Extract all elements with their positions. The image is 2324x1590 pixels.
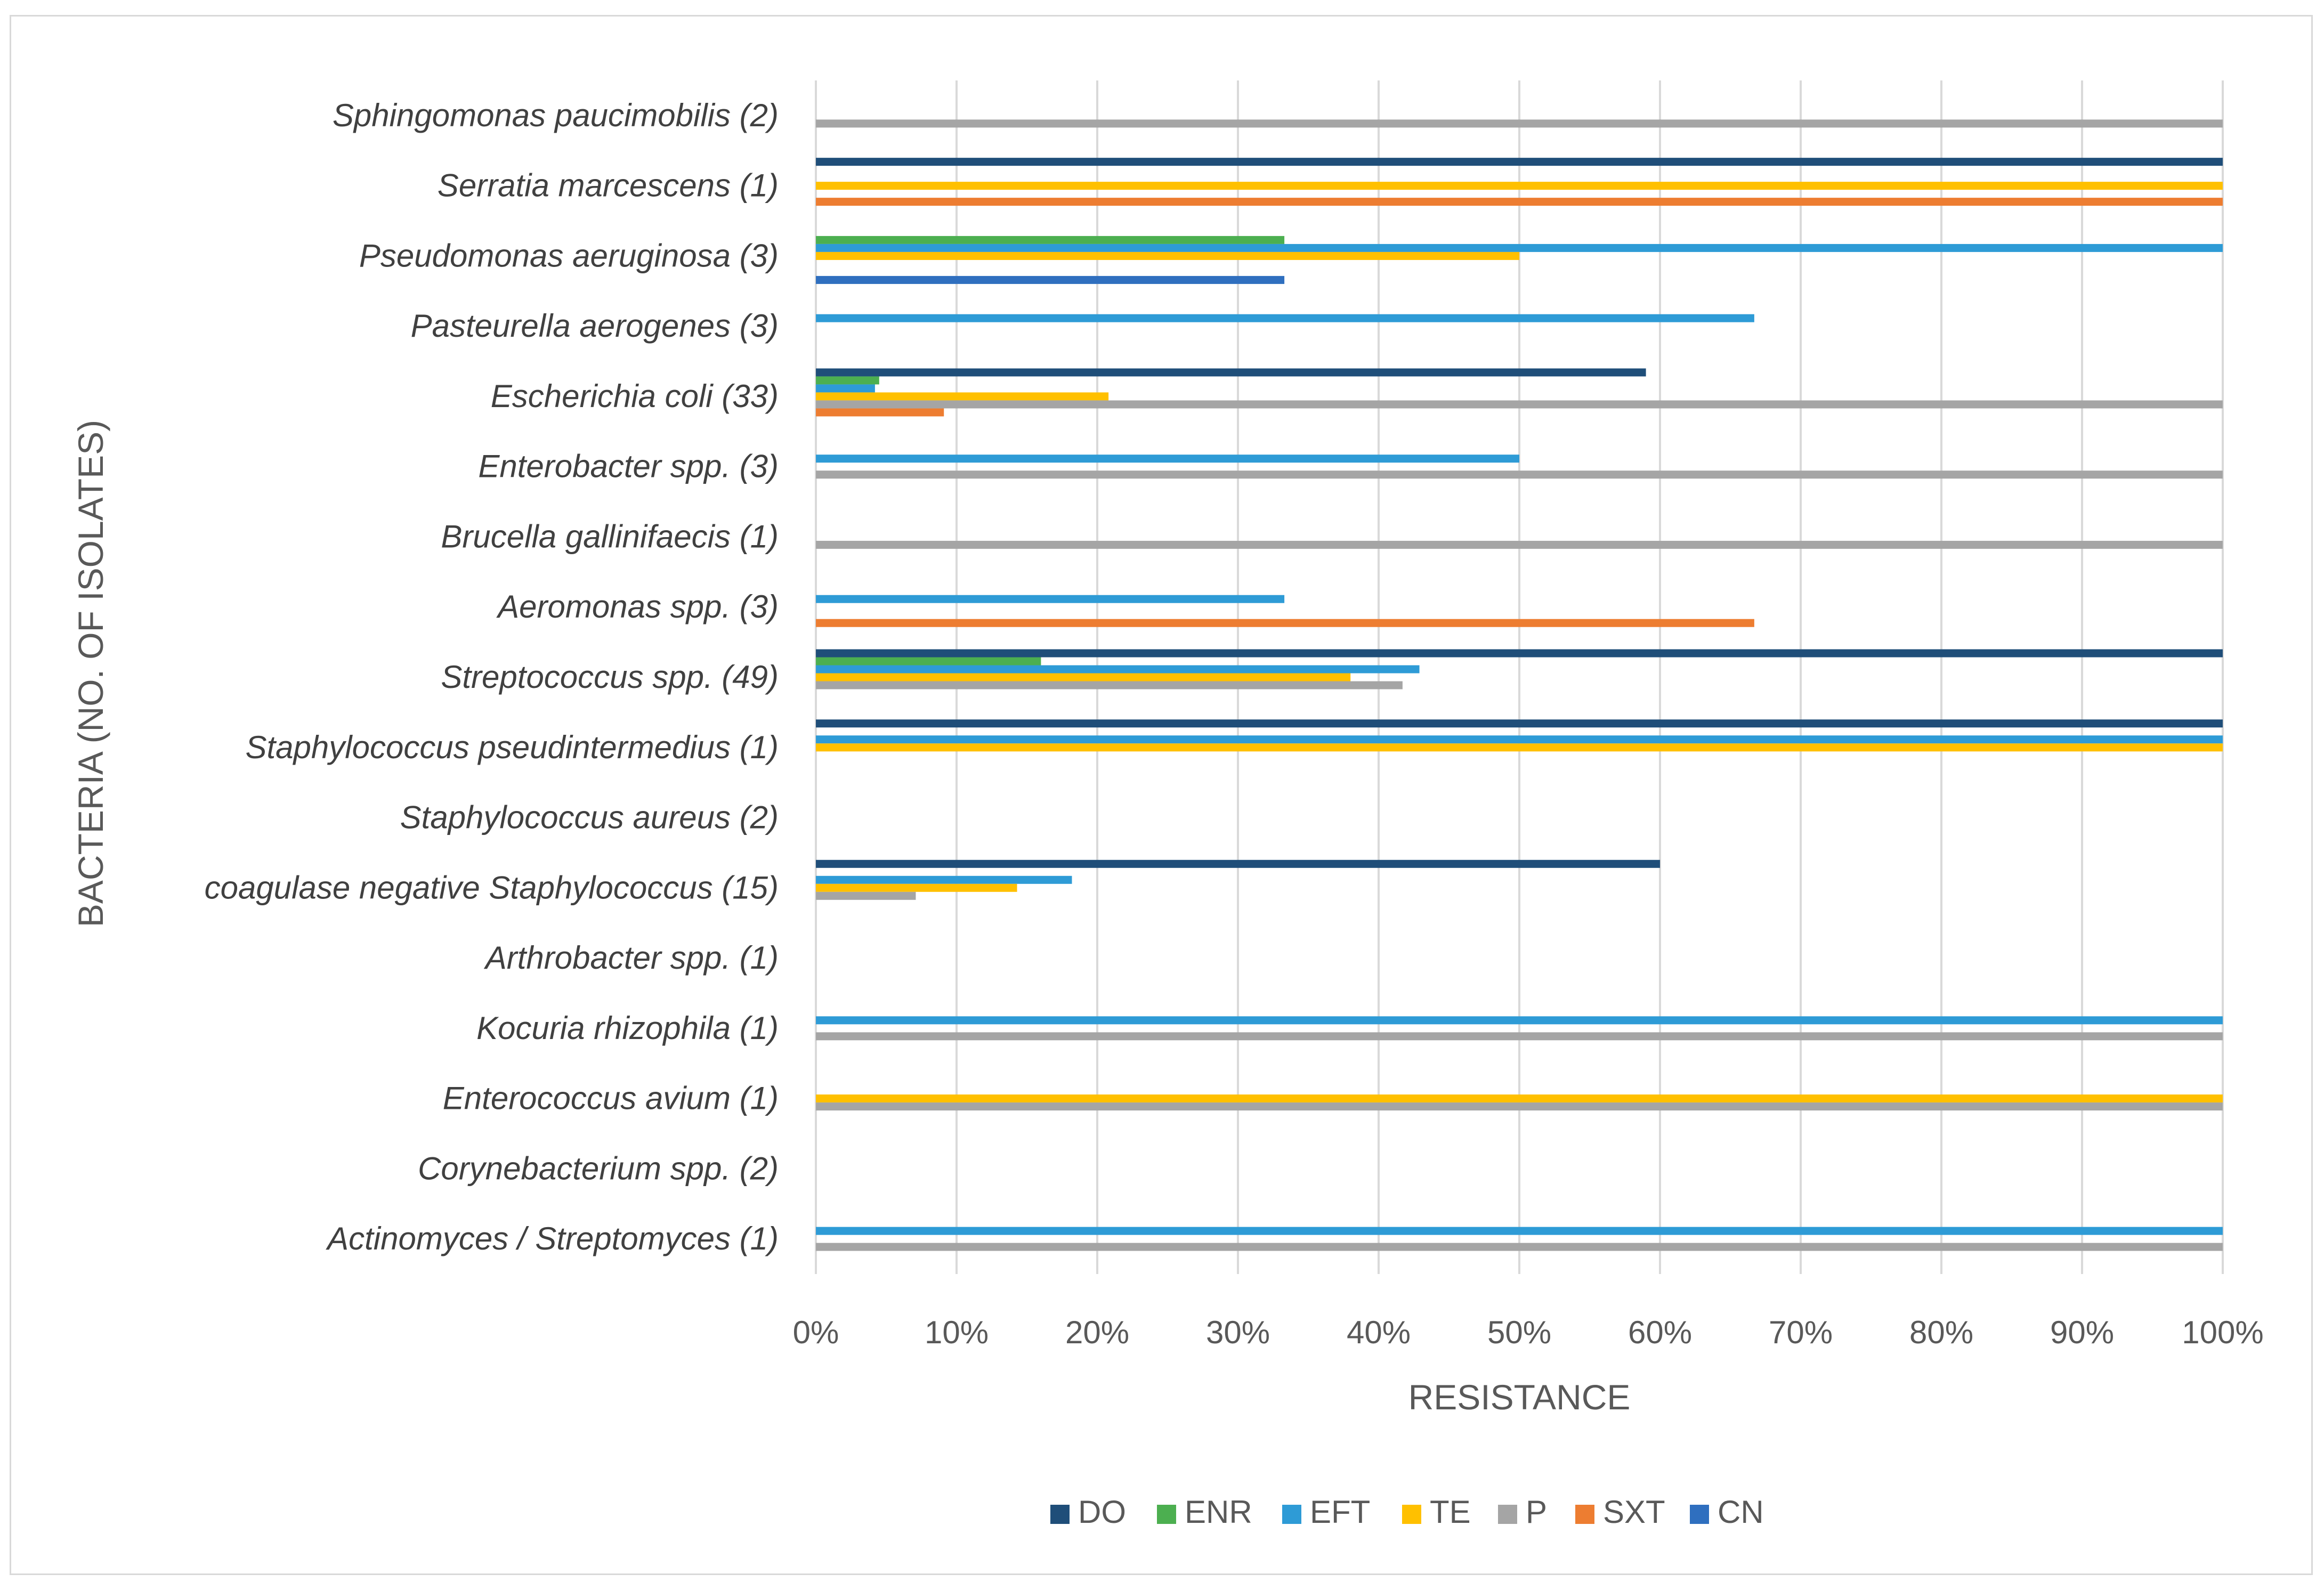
- legend-label-eft: EFT: [1310, 1494, 1370, 1530]
- category-label: Arthrobacter spp. (1): [484, 940, 779, 976]
- category-label: Kocuria rhizophila (1): [476, 1010, 779, 1046]
- chart-frame: Sphingomonas paucimobilis (2) Serratia ma…: [10, 15, 2313, 1575]
- category-label: Pasteurella aerogenes (3): [411, 308, 779, 344]
- x-tick-labels: 0% 10% 20% 30% 40% 50% 60% 70% 80% 90% 100%: [793, 1315, 2264, 1350]
- x-tick-label: 50%: [1487, 1315, 1551, 1350]
- category-label: Serratia marcescens (1): [438, 168, 779, 204]
- bar-te: [816, 883, 1017, 892]
- x-tick-label: 0%: [793, 1315, 839, 1350]
- bar-te: [816, 182, 2223, 190]
- bar-te: [816, 392, 1109, 401]
- bar-p: [816, 681, 1403, 689]
- category-label: Escherichia coli (33): [491, 378, 779, 414]
- legend-swatch-eft: [1282, 1505, 1301, 1524]
- bar-sxt: [816, 619, 1754, 627]
- bar-eft: [816, 244, 2223, 252]
- bar-sxt: [816, 408, 944, 417]
- category-label: Corynebacterium spp. (2): [418, 1150, 779, 1186]
- bar-eft: [816, 1227, 2223, 1235]
- bar-do: [816, 649, 2223, 658]
- bar-te: [816, 252, 1519, 260]
- bar-p: [816, 470, 2223, 479]
- bar-eft: [816, 875, 1072, 884]
- bar-p: [816, 119, 2223, 128]
- bar-p: [816, 1102, 2223, 1111]
- category-label: Sphingomonas paucimobilis (2): [333, 98, 779, 133]
- bar-p: [816, 400, 2223, 409]
- bar-enr: [816, 236, 1285, 244]
- category-label: Enterococcus avium (1): [443, 1081, 779, 1116]
- bars: [816, 119, 2223, 1251]
- legend-label-cn: CN: [1718, 1494, 1764, 1530]
- legend-swatch-p: [1498, 1505, 1517, 1524]
- category-label: Actinomyces / Streptomyces (1): [326, 1221, 779, 1256]
- category-label: Streptococcus spp. (49): [441, 659, 779, 695]
- category-label: Aeromonas spp. (3): [496, 589, 779, 624]
- x-tick-label: 60%: [1628, 1315, 1692, 1350]
- bar-te: [816, 743, 2223, 752]
- x-tick-label: 70%: [1769, 1315, 1833, 1350]
- category-label: Pseudomonas aeruginosa (3): [359, 238, 779, 273]
- bar-eft: [816, 1016, 2223, 1025]
- category-labels: Sphingomonas paucimobilis (2) Serratia ma…: [205, 98, 779, 1256]
- legend-swatch-cn: [1690, 1505, 1709, 1524]
- bar-p: [816, 1032, 2223, 1041]
- category-label: Brucella gallinifaecis (1): [441, 518, 779, 554]
- category-label: coagulase negative Staphylococcus (15): [205, 870, 779, 905]
- bar-te: [816, 673, 1351, 682]
- category-label: Staphylococcus aureus (2): [400, 800, 779, 835]
- x-axis-title: RESISTANCE: [1408, 1377, 1631, 1417]
- bar-enr: [816, 376, 879, 385]
- bar-te: [816, 1094, 2223, 1103]
- x-tick-label: 30%: [1206, 1315, 1270, 1350]
- bar-eft: [816, 595, 1285, 603]
- bar-p: [816, 540, 2223, 549]
- legend-label-sxt: SXT: [1603, 1494, 1665, 1530]
- bar-eft: [816, 455, 1519, 463]
- category-label: Enterobacter spp. (3): [478, 449, 779, 484]
- category-label: Staphylococcus pseudintermedius (1): [245, 729, 779, 765]
- bar-do: [816, 368, 1646, 377]
- bar-do: [816, 158, 2223, 166]
- x-tick-label: 20%: [1065, 1315, 1129, 1350]
- bar-eft: [816, 314, 1754, 322]
- legend-swatch-te: [1402, 1505, 1421, 1524]
- bar-eft: [816, 735, 2223, 744]
- bar-enr: [816, 657, 1041, 666]
- legend-label-p: P: [1526, 1494, 1547, 1530]
- x-tick-label: 10%: [925, 1315, 989, 1350]
- legend: DO ENR EFT TE P SXT CN: [1050, 1494, 1764, 1530]
- bar-eft: [816, 665, 1420, 674]
- legend-swatch-enr: [1157, 1505, 1176, 1524]
- x-tick-label: 40%: [1347, 1315, 1411, 1350]
- bar-p: [816, 891, 916, 900]
- legend-label-te: TE: [1430, 1494, 1471, 1530]
- x-tick-label: 80%: [1909, 1315, 1973, 1350]
- x-tick-label: 90%: [2050, 1315, 2114, 1350]
- legend-label-enr: ENR: [1185, 1494, 1252, 1530]
- bar-do: [816, 719, 2223, 728]
- legend-swatch-do: [1050, 1505, 1070, 1524]
- y-axis-title: BACTERIA (NO. OF ISOLATES): [71, 420, 110, 927]
- legend-swatch-sxt: [1575, 1505, 1594, 1524]
- bar-chart: Sphingomonas paucimobilis (2) Serratia ma…: [71, 80, 2264, 1530]
- bar-p: [816, 1243, 2223, 1251]
- legend-label-do: DO: [1078, 1494, 1126, 1530]
- bar-eft: [816, 384, 875, 393]
- x-tick-label: 100%: [2182, 1315, 2263, 1350]
- bar-cn: [816, 275, 1285, 284]
- bar-sxt: [816, 198, 2223, 206]
- bar-do: [816, 859, 1660, 868]
